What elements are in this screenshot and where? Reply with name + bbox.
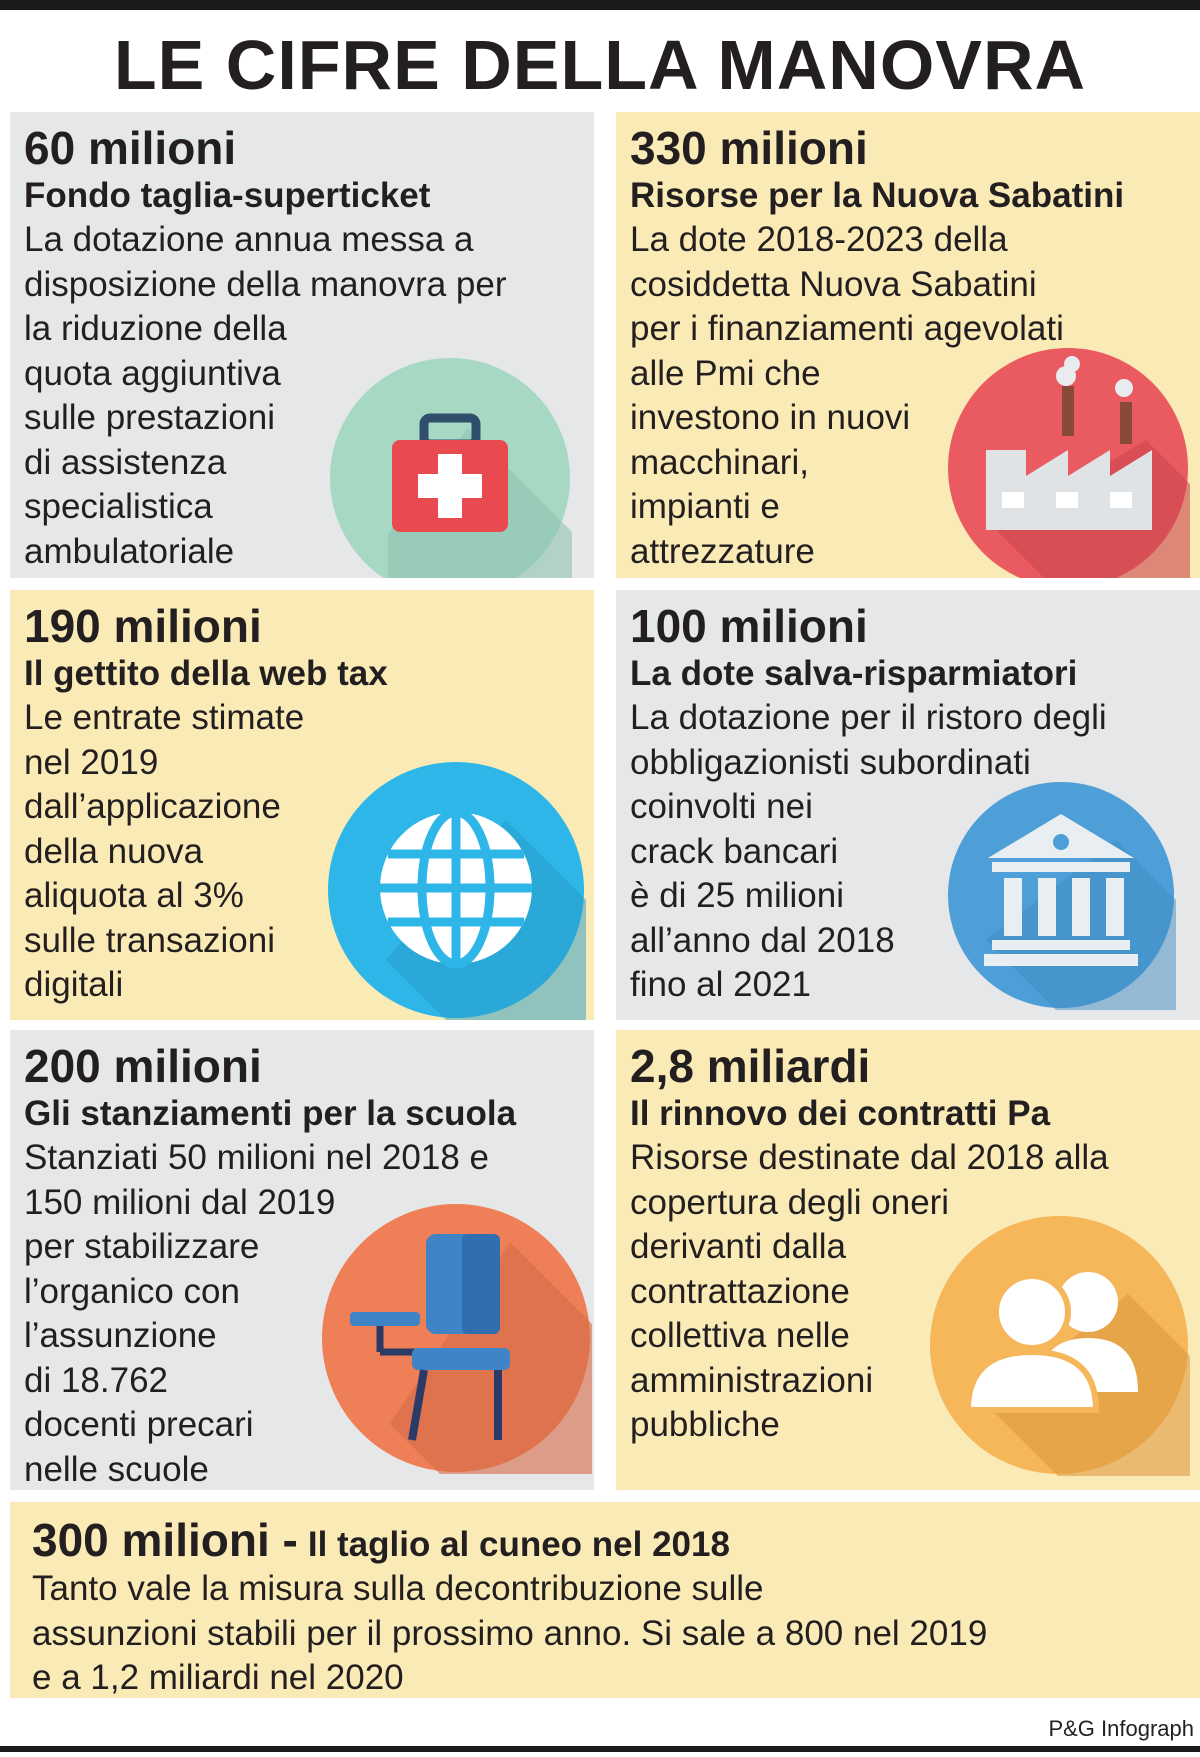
credit: P&G Infograph bbox=[1048, 1716, 1194, 1741]
body-line: sulle prestazioni bbox=[24, 398, 275, 437]
body-line: 150 milioni dal 2019 bbox=[24, 1182, 336, 1222]
body-line: coinvolti nei bbox=[630, 787, 813, 826]
body-line: assunzioni stabili per il prossimo anno.… bbox=[32, 1613, 988, 1653]
body-line: macchinari, bbox=[630, 442, 809, 482]
card-salva-risparmiatori: 100 milioni La dote salva-risparmiatori … bbox=[616, 590, 1200, 1020]
card-amount: 190 milioni bbox=[24, 600, 262, 652]
body-line: impianti e bbox=[630, 487, 780, 526]
body-line: attrezzature bbox=[630, 531, 815, 571]
body-line: dall’applicazione bbox=[24, 787, 281, 826]
body-line: di assistenza bbox=[24, 442, 227, 482]
body-line: disposizione della manovra per bbox=[24, 264, 507, 304]
card-amount: 330 milioni bbox=[630, 122, 868, 174]
card-body: Tanto vale la misura sulla decontribuzio… bbox=[32, 1567, 1178, 1698]
body-line: alle Pmi che bbox=[630, 353, 821, 393]
card-heading: La dote salva-risparmiatori bbox=[630, 654, 1078, 693]
card-body: Risorse destinate dal 2018 alla copertur… bbox=[630, 1136, 1186, 1448]
card-cuneo: 300 milioni - Il taglio al cuneo nel 201… bbox=[10, 1502, 1200, 1698]
body-line: Tanto vale la misura sulla decontribuzio… bbox=[32, 1569, 764, 1608]
body-line: ambulatoriale bbox=[24, 531, 235, 571]
body-line: investono in nuovi bbox=[630, 398, 911, 437]
body-line: della nuova bbox=[24, 831, 204, 871]
card-body: La dote 2018-2023 della cosiddetta Nuova… bbox=[630, 218, 1186, 574]
card-amount: 200 milioni bbox=[24, 1040, 262, 1092]
body-line: La dotazione annua messa a bbox=[24, 220, 474, 259]
body-line: contrattazione bbox=[630, 1271, 850, 1311]
body-line: per stabilizzare bbox=[24, 1227, 260, 1266]
card-scuola: 200 milioni Gli stanziamenti per la scuo… bbox=[10, 1030, 594, 1490]
body-line: obbligazionisti subordinati bbox=[630, 742, 1031, 782]
top-rule bbox=[0, 0, 1200, 10]
body-line: l’assunzione bbox=[24, 1316, 217, 1355]
body-line: all’anno dal 2018 bbox=[630, 920, 895, 960]
card-body: Stanziati 50 milioni nel 2018 e 150 mili… bbox=[24, 1136, 580, 1490]
bottom-rule bbox=[0, 1746, 1200, 1752]
card-heading: Gli stanziamenti per la scuola bbox=[24, 1094, 517, 1133]
body-line: derivanti dalla bbox=[630, 1227, 846, 1266]
body-line: La dotazione per il ristoro degli bbox=[630, 698, 1107, 737]
body-line: Risorse destinate dal 2018 alla bbox=[630, 1138, 1109, 1177]
globe-icon bbox=[328, 762, 586, 1020]
body-line: quota aggiuntiva bbox=[24, 353, 281, 393]
body-line: per i finanziamenti agevolati bbox=[630, 309, 1064, 348]
card-heading: Il rinnovo dei contratti Pa bbox=[630, 1094, 1051, 1133]
body-line: collettiva nelle bbox=[630, 1316, 850, 1355]
body-line: nelle scuole bbox=[24, 1449, 209, 1489]
body-line: crack bancari bbox=[630, 831, 839, 871]
body-line: fino al 2021 bbox=[630, 965, 811, 1004]
wide-card-header: 300 milioni - Il taglio al cuneo nel 201… bbox=[32, 1514, 1178, 1567]
card-heading: Il taglio al cuneo nel 2018 bbox=[307, 1525, 730, 1564]
body-line: nel 2019 bbox=[24, 742, 159, 782]
school-chair-icon bbox=[322, 1204, 592, 1474]
body-line: e a 1,2 miliardi nel 2020 bbox=[32, 1658, 404, 1697]
body-line: specialistica bbox=[24, 487, 213, 526]
card-body: Le entrate stimate nel 2019 dall’applica… bbox=[24, 696, 580, 1008]
card-body: La dotazione per il ristoro degli obblig… bbox=[630, 696, 1186, 1008]
page-title: LE CIFRE DELLA MANOVRA bbox=[113, 26, 1087, 104]
body-line: cosiddetta Nuova Sabatini bbox=[630, 264, 1037, 304]
card-amount: 100 milioni bbox=[630, 600, 868, 652]
body-line: sulle transazioni bbox=[24, 920, 275, 960]
card-heading: Risorse per la Nuova Sabatini bbox=[630, 176, 1125, 215]
first-aid-kit-icon bbox=[330, 358, 572, 578]
card-body: La dotazione annua messa a disposizione … bbox=[24, 218, 580, 574]
body-line: copertura degli oneri bbox=[630, 1182, 950, 1222]
card-amount: 60 milioni bbox=[24, 122, 237, 174]
body-line: l’organico con bbox=[24, 1271, 240, 1311]
body-line: digitali bbox=[24, 965, 124, 1004]
card-heading: Il gettito della web tax bbox=[24, 654, 388, 693]
body-line: Le entrate stimate bbox=[24, 698, 305, 737]
body-line: La dote 2018-2023 della bbox=[630, 220, 1008, 259]
body-line: Stanziati 50 milioni nel 2018 e bbox=[24, 1138, 490, 1177]
body-line: aliquota al 3% bbox=[24, 876, 244, 915]
card-heading: Fondo taglia-superticket bbox=[24, 176, 431, 215]
card-superticket: 60 milioni Fondo taglia-superticket La d… bbox=[10, 112, 594, 578]
card-web-tax: 190 milioni Il gettito della web tax Le … bbox=[10, 590, 594, 1020]
bank-icon bbox=[948, 782, 1176, 1010]
card-amount: 2,8 miliardi bbox=[630, 1040, 871, 1092]
body-line: di 18.762 bbox=[24, 1360, 169, 1400]
body-line: la riduzione della bbox=[24, 309, 287, 348]
body-line: docenti precari bbox=[24, 1405, 254, 1444]
card-contratti-pa: 2,8 miliardi Il rinnovo dei contratti Pa… bbox=[616, 1030, 1200, 1490]
people-icon bbox=[930, 1216, 1190, 1476]
body-line: pubbliche bbox=[630, 1405, 780, 1444]
factory-icon bbox=[948, 348, 1190, 578]
body-line: è di 25 milioni bbox=[630, 876, 844, 915]
body-line: amministrazioni bbox=[630, 1360, 874, 1400]
card-amount: 300 milioni - bbox=[32, 1514, 298, 1566]
card-nuova-sabatini: 330 milioni Risorse per la Nuova Sabatin… bbox=[616, 112, 1200, 578]
